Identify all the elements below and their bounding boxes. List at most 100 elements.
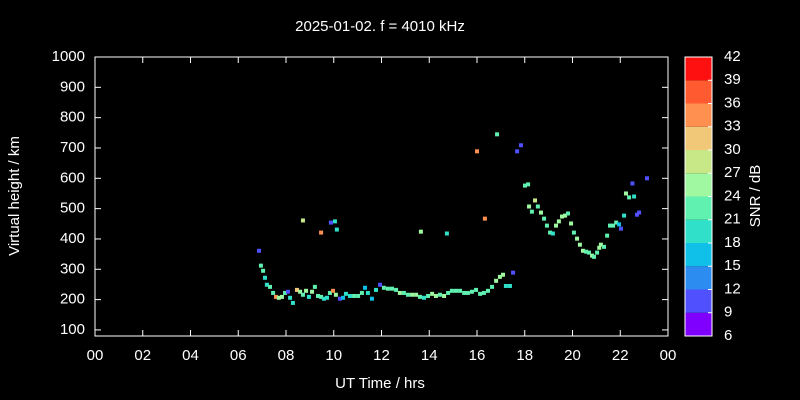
point [622, 213, 627, 218]
x-tick-label: 08 [278, 347, 295, 364]
x-tick-label: 14 [421, 347, 438, 364]
chart-title: 2025-01-02. f = 4010 kHz [295, 18, 465, 35]
point [328, 220, 333, 225]
point [507, 283, 512, 288]
point [283, 290, 288, 295]
point [352, 293, 357, 298]
point [529, 209, 534, 214]
point [298, 289, 303, 294]
point [607, 223, 612, 228]
point [465, 290, 470, 295]
point [288, 295, 293, 300]
point [325, 295, 330, 300]
colorbar-band [685, 173, 712, 197]
point [522, 183, 527, 188]
colorbar-band [685, 150, 712, 174]
point [300, 292, 305, 297]
point [410, 292, 415, 297]
point [462, 290, 467, 295]
point [565, 211, 570, 216]
point [518, 143, 523, 148]
x-tick-label: 12 [373, 347, 390, 364]
y-tick-label: 700 [60, 139, 85, 156]
point [262, 275, 267, 280]
x-tick-label: 18 [516, 347, 533, 364]
colorbar-band [685, 80, 712, 104]
point [474, 287, 479, 292]
point [257, 248, 262, 253]
point [437, 292, 442, 297]
point [550, 231, 555, 236]
point [319, 294, 324, 299]
point [469, 289, 474, 294]
point [527, 204, 532, 209]
colorbar-band [685, 312, 712, 336]
point [623, 191, 628, 196]
point [378, 282, 383, 287]
point [258, 263, 263, 268]
point [319, 230, 324, 235]
point [418, 229, 423, 234]
colorbar-band [685, 243, 712, 267]
point [421, 295, 426, 300]
point [602, 244, 607, 249]
point [285, 289, 290, 294]
point [577, 242, 582, 247]
point [327, 290, 332, 295]
point [430, 291, 435, 296]
point [312, 284, 317, 289]
x-tick-label: 20 [564, 347, 581, 364]
colorbar-tick-label: 27 [724, 164, 741, 181]
point [334, 227, 339, 232]
point [481, 290, 486, 295]
point [591, 254, 596, 259]
point [571, 230, 576, 235]
point [426, 293, 431, 298]
colorbar-band [685, 57, 712, 81]
point [294, 287, 299, 292]
point [268, 284, 273, 289]
point [442, 293, 447, 298]
colorbar-tick-label: 21 [724, 211, 741, 228]
point [433, 293, 438, 298]
point [315, 293, 320, 298]
colorbar-tick-label: 42 [724, 48, 741, 65]
y-tick-label: 200 [60, 291, 85, 308]
colorbar-tick-label: 33 [724, 118, 741, 135]
x-tick-label: 22 [612, 347, 629, 364]
point [414, 292, 419, 297]
point [627, 195, 632, 200]
x-tick-label: 16 [469, 347, 486, 364]
colorbar-band [685, 196, 712, 220]
point [598, 242, 603, 247]
point [575, 236, 580, 241]
y-tick-label: 800 [60, 109, 85, 126]
point [261, 268, 266, 273]
colorbar-band [685, 126, 712, 150]
point [544, 223, 549, 228]
point [321, 296, 326, 301]
point [497, 274, 502, 279]
point [485, 288, 490, 293]
y-axis-label: Virtual height / km [6, 136, 23, 256]
point [449, 288, 454, 293]
point [494, 278, 499, 283]
point [304, 288, 309, 293]
colorbar-band [685, 266, 712, 290]
point [595, 250, 600, 255]
point [563, 213, 568, 218]
point [478, 291, 483, 296]
point [381, 285, 386, 290]
point [554, 223, 559, 228]
colorbar-tick-label: 18 [724, 234, 741, 251]
point [453, 288, 458, 293]
point [374, 287, 379, 292]
x-tick-label: 04 [182, 347, 199, 364]
point [475, 149, 479, 154]
point [632, 194, 637, 199]
point [634, 212, 639, 217]
colorbar-band [685, 289, 712, 313]
